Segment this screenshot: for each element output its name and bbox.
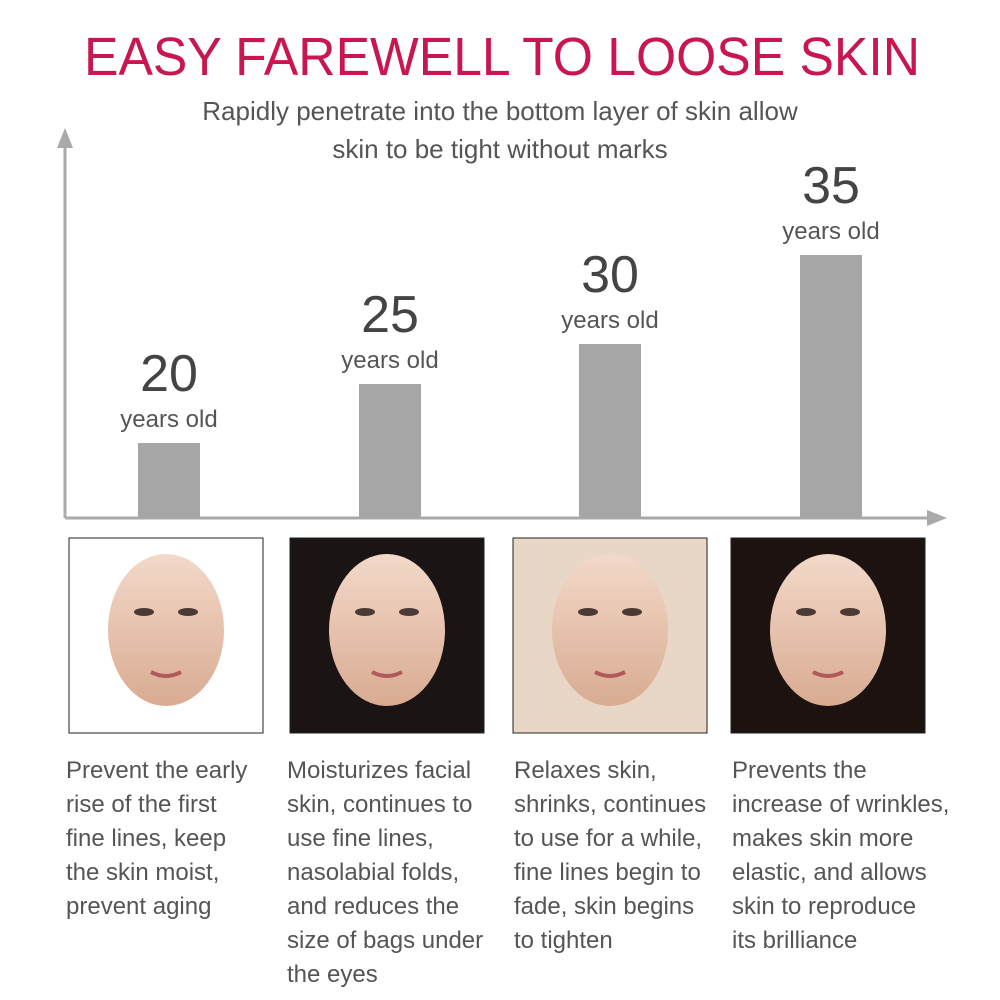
description-line: skin to reproduce: [732, 893, 916, 920]
age-number: 20: [140, 345, 198, 403]
age-unit: years old: [782, 218, 879, 245]
bar: [138, 443, 200, 518]
description-line: use fine lines,: [287, 825, 434, 852]
subtitle: skin to be tight without marks: [332, 134, 667, 164]
eye: [399, 608, 419, 616]
mouth: [594, 670, 626, 678]
title: EASY FAREWELL TO LOOSE SKIN: [84, 27, 920, 87]
mouth: [371, 670, 403, 678]
description-line: Moisturizes facial: [287, 757, 471, 784]
description-line: elastic, and allows: [732, 859, 927, 886]
description-line: Prevents the: [732, 757, 867, 784]
eye: [622, 608, 642, 616]
age-number: 25: [361, 286, 419, 344]
mouth: [150, 670, 182, 678]
age-unit: years old: [341, 347, 438, 374]
face: [770, 554, 886, 706]
eye: [355, 608, 375, 616]
description-line: to use for a while,: [514, 825, 702, 852]
description-line: rise of the first: [66, 791, 217, 818]
face: [329, 554, 445, 706]
bar: [359, 384, 421, 518]
portrait: [289, 537, 485, 734]
face: [552, 554, 668, 706]
eye: [840, 608, 860, 616]
description-line: its brilliance: [732, 927, 857, 954]
subtitle: Rapidly penetrate into the bottom layer …: [202, 96, 798, 126]
columns: 20 years old Prevent the early rise of the …: [66, 157, 949, 988]
description-line: size of bags under: [287, 927, 483, 954]
age-unit: years old: [561, 307, 658, 334]
axes: [57, 128, 947, 526]
eye: [796, 608, 816, 616]
portrait: [730, 537, 926, 734]
portrait: [512, 537, 708, 734]
description-line: to tighten: [514, 927, 613, 954]
face: [108, 554, 224, 706]
description-line: makes skin more: [732, 825, 913, 852]
description-line: nasolabial folds,: [287, 859, 459, 886]
age-number: 35: [802, 157, 860, 215]
description-line: the eyes: [287, 961, 378, 988]
eye: [134, 608, 154, 616]
eye: [578, 608, 598, 616]
description-line: prevent aging: [66, 893, 211, 920]
description-line: fine lines begin to: [514, 859, 701, 886]
description-line: fine lines, keep: [66, 825, 226, 852]
description-line: and reduces the: [287, 893, 459, 920]
description-line: Prevent the early: [66, 757, 247, 784]
description-line: shrinks, continues: [514, 791, 706, 818]
description-line: increase of wrinkles,: [732, 791, 949, 818]
description-line: the skin moist,: [66, 859, 219, 886]
age-unit: years old: [120, 406, 217, 433]
mouth: [812, 670, 844, 678]
portrait: [68, 537, 264, 734]
description-line: Relaxes skin,: [514, 757, 657, 784]
description-line: skin, continues to: [287, 791, 472, 818]
bar: [579, 344, 641, 518]
bar: [800, 255, 862, 518]
eye: [178, 608, 198, 616]
age-number: 30: [581, 246, 639, 304]
description-line: fade, skin begins: [514, 893, 694, 920]
